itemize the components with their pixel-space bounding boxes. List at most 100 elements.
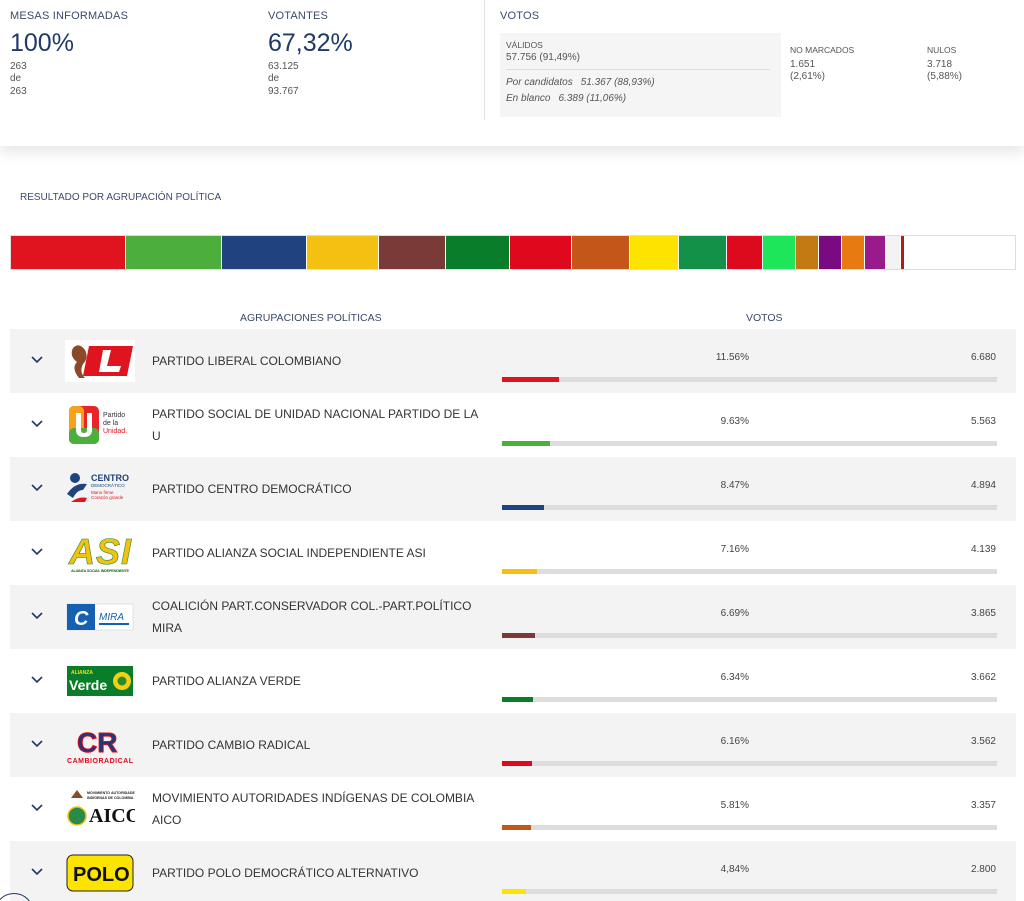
stack-segment[interactable] — [126, 236, 223, 269]
party-row[interactable]: ASI ALIANZA SOCIAL INDEPENDIENTE PARTIDO… — [10, 521, 1016, 585]
cambio-radical-logo-text: CR — [77, 727, 117, 758]
party-progress-track — [502, 889, 997, 894]
party-progress-track — [502, 377, 997, 382]
stack-segment[interactable] — [841, 236, 865, 269]
stack-segment[interactable] — [630, 236, 679, 269]
centro-logo-text: Mano firme — [91, 490, 114, 495]
party-logo: C MIRA — [65, 596, 135, 638]
aico-logo-text: INDÍGENAS DE COLOMBIA — [87, 795, 134, 800]
aico-logo-text: AICO — [89, 805, 135, 827]
column-header-agrupaciones: AGRUPACIONES POLÍTICAS — [240, 312, 382, 324]
stack-segment[interactable] — [864, 236, 886, 269]
mesas-count: 263 — [10, 60, 27, 72]
party-row[interactable]: ALIANZA Verde PARTIDO ALIANZA VERDE 6.34… — [10, 649, 1016, 713]
party-logo: CENTRO DEMOCRÁTICO Mano firme Corazón gr… — [65, 468, 135, 510]
party-progress-track — [502, 825, 997, 830]
party-progress-fill — [502, 633, 536, 638]
party-results-stacked-bar — [10, 235, 1016, 270]
chevron-down-icon[interactable] — [30, 739, 44, 749]
chevron-down-icon[interactable] — [30, 547, 44, 557]
centro-logo-text: DEMOCRÁTICO — [91, 482, 125, 488]
party-progress-track — [502, 761, 997, 766]
party-row[interactable]: C MIRA COALICIÓN PART.CONSERVADOR COL.-P… — [10, 585, 1016, 649]
party-name: PARTIDO LIBERAL COLOMBIANO — [152, 354, 342, 368]
en-blanco-value: 6.389 (11,06%) — [558, 93, 627, 104]
summary-panel: MESAS INFORMADAS 100% 263 de 263 VOTANTE… — [0, 0, 1024, 146]
nulos-label: NULOS — [927, 45, 957, 55]
nulos-value: 3.718 — [927, 58, 953, 70]
party-row[interactable]: PARTIDO LIBERAL COLOMBIANO 11.56% 6.680 — [10, 329, 1016, 393]
party-votes: 4.139 — [970, 544, 996, 555]
party-progress-track — [502, 697, 997, 702]
party-name: PARTIDO POLO DEMOCRÁTICO ALTERNATIVO — [152, 866, 419, 880]
party-progress-fill — [502, 889, 526, 894]
party-logo: ALIANZA Verde — [65, 660, 135, 702]
party-percent: 9.63% — [720, 416, 749, 427]
stack-segment[interactable] — [885, 236, 902, 269]
party-votes: 6.680 — [970, 352, 996, 363]
cambio-radical-logo-text: CAMBIORADICAL — [67, 758, 134, 765]
votantes-total: 93.767 — [268, 85, 299, 97]
asi-logo-text: ASI — [68, 532, 132, 572]
centro-logo-text: CENTRO — [91, 473, 129, 483]
party-row[interactable]: CENTRO DEMOCRÁTICO Mano firme Corazón gr… — [10, 457, 1016, 521]
party-name: PARTIDO ALIANZA VERDE — [152, 674, 301, 688]
stack-segment[interactable] — [509, 236, 572, 269]
chevron-down-icon[interactable] — [30, 355, 44, 365]
no-marcados: NO MARCADOS 1.651 (2,61%) — [790, 44, 854, 84]
party-percent: 8.47% — [720, 480, 749, 491]
polo-logo-text: POLO — [73, 864, 130, 886]
chevron-down-icon[interactable] — [30, 419, 44, 429]
chevron-down-icon[interactable] — [30, 803, 44, 813]
centro-logo-text: Corazón grande — [91, 495, 124, 500]
en-blanco: En blanco 6.389 (11,06%) — [506, 91, 775, 107]
mesas-de: de — [10, 73, 22, 84]
party-list: PARTIDO LIBERAL COLOMBIANO 11.56% 6.680 … — [10, 329, 1016, 901]
validos-separator — [506, 69, 770, 70]
stack-segment[interactable] — [762, 236, 797, 269]
mira-logo-text: C — [74, 608, 89, 630]
validos-label: VÁLIDOS — [506, 40, 543, 50]
validos-value: 57.756 (91,49%) — [506, 52, 580, 63]
chevron-down-icon[interactable] — [30, 611, 44, 621]
party-logo: CR CAMBIORADICAL — [65, 724, 135, 766]
stack-segment[interactable] — [307, 236, 379, 269]
party-logo: MOVIMIENTO AUTORIDADES INDÍGENAS DE COLO… — [65, 788, 141, 830]
chevron-down-icon[interactable] — [30, 483, 44, 493]
stack-segment[interactable] — [727, 236, 763, 269]
votantes: VOTANTES 67,32% 63.125 de 93.767 — [268, 10, 353, 98]
chevron-down-icon[interactable] — [30, 675, 44, 685]
mesas-informadas: MESAS INFORMADAS 100% 263 de 263 — [10, 10, 128, 98]
stack-segment[interactable] — [378, 236, 447, 269]
party-row[interactable]: MOVIMIENTO AUTORIDADES INDÍGENAS DE COLO… — [10, 777, 1016, 841]
stack-segment[interactable] — [11, 236, 127, 269]
stack-segment[interactable] — [905, 236, 1016, 269]
party-progress-track — [502, 505, 997, 510]
party-row[interactable]: Partido de la Unidad. PARTIDO SOCIAL DE … — [10, 393, 1016, 457]
stack-segment[interactable] — [678, 236, 728, 269]
column-header-votos: VOTOS — [746, 312, 783, 324]
stack-segment[interactable] — [446, 236, 510, 269]
party-row[interactable]: POLO PARTIDO POLO DEMOCRÁTICO ALTERNATIV… — [10, 841, 1016, 901]
party-progress-fill — [502, 825, 531, 830]
party-progress-track — [502, 569, 997, 574]
stack-segment[interactable] — [901, 236, 906, 269]
stack-segment[interactable] — [796, 236, 820, 269]
party-row[interactable]: CR CAMBIORADICAL PARTIDO CAMBIO RADICAL … — [10, 713, 1016, 777]
chevron-down-icon[interactable] — [30, 867, 44, 877]
party-percent: 7.16% — [720, 544, 749, 555]
stack-segment[interactable] — [819, 236, 842, 269]
party-votes: 2.800 — [970, 864, 996, 875]
party-percent: 6.34% — [720, 672, 749, 683]
party-percent: 4,84% — [720, 864, 749, 875]
stack-segment[interactable] — [222, 236, 308, 269]
party-votes: 3.562 — [970, 736, 996, 747]
party-progress-fill — [502, 761, 533, 766]
result-title: RESULTADO POR AGRUPACIÓN POLÍTICA — [20, 192, 222, 203]
party-logo: Partido de la Unidad. — [65, 404, 135, 446]
party-progress-fill — [502, 441, 550, 446]
votos-section: VOTOS — [500, 10, 539, 22]
party-logo — [65, 340, 135, 382]
partido-u-logo-text: Unidad. — [103, 428, 127, 435]
stack-segment[interactable] — [571, 236, 630, 269]
